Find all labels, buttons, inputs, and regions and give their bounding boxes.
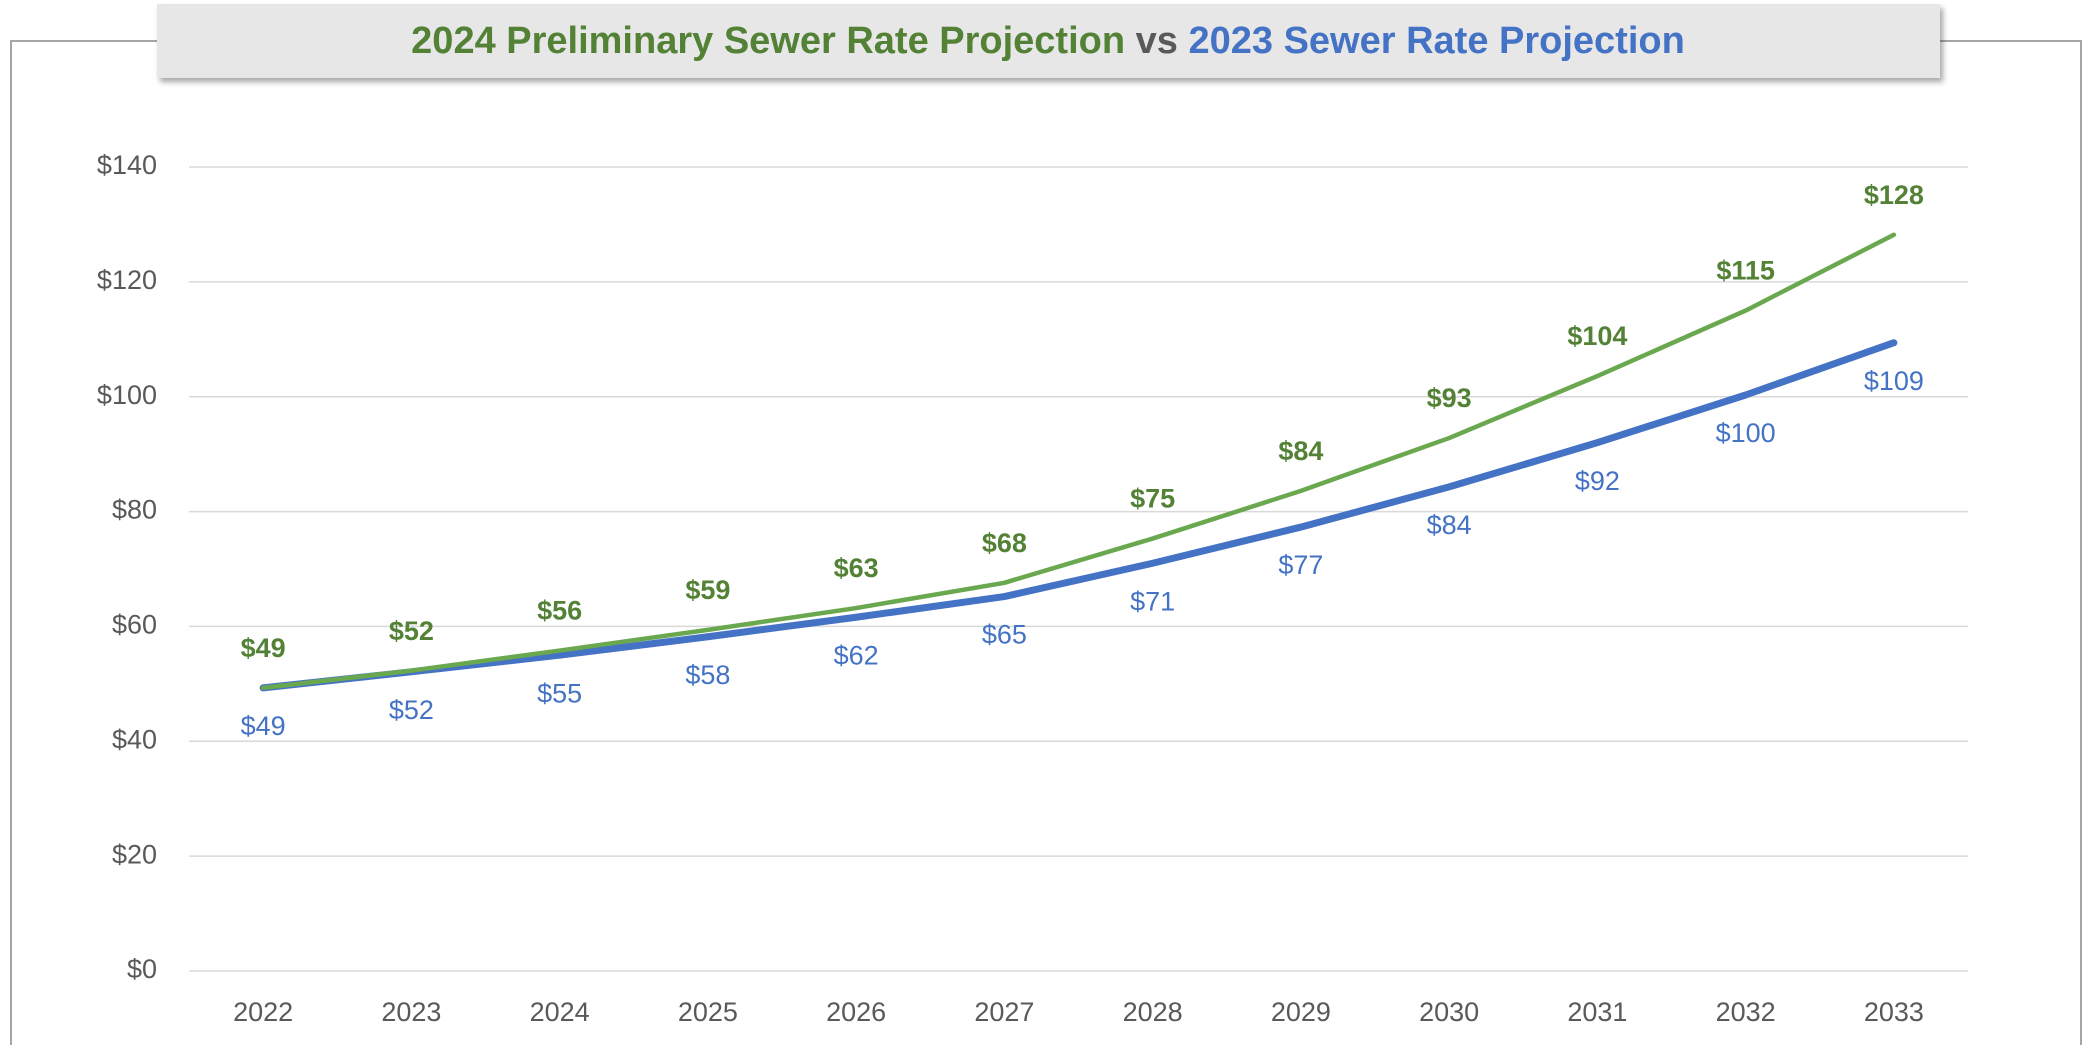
data-label: $49 [241, 711, 286, 741]
data-label: $93 [1427, 383, 1472, 413]
x-tick-label: 2028 [1123, 997, 1183, 1027]
y-tick-label: $20 [112, 839, 157, 869]
data-label: $59 [685, 575, 730, 605]
data-label: $77 [1278, 550, 1323, 580]
data-label: $56 [537, 596, 582, 626]
x-tick-label: 2029 [1271, 997, 1331, 1027]
data-label: $92 [1575, 466, 1620, 496]
title-part: vs [1136, 20, 1178, 62]
data-label: $84 [1278, 436, 1323, 466]
data-label: $75 [1130, 484, 1175, 514]
title-part: 2024 Preliminary Sewer Rate Projection [411, 20, 1125, 62]
title-part: 2023 Sewer Rate Projection [1188, 20, 1684, 62]
x-tick-label: 2024 [530, 997, 590, 1027]
series-line [260, 232, 1897, 691]
chart-title: 2024 Preliminary Sewer Rate Projection v… [411, 20, 1685, 62]
y-tick-label: $60 [112, 610, 157, 640]
y-tick-label: $0 [127, 954, 157, 984]
data-label: $62 [834, 640, 879, 670]
x-tick-label: 2033 [1864, 997, 1924, 1027]
data-label: $52 [389, 695, 434, 725]
data-label: $109 [1864, 366, 1924, 396]
x-tick-label: 2022 [233, 997, 293, 1027]
y-tick-label: $120 [97, 265, 157, 295]
data-label: $55 [537, 678, 582, 708]
series-line [259, 339, 1898, 692]
x-tick-label: 2025 [678, 997, 738, 1027]
x-tick-label: 2026 [826, 997, 886, 1027]
data-label: $104 [1567, 321, 1627, 351]
y-tick-label: $40 [112, 724, 157, 754]
data-label: $71 [1130, 586, 1175, 616]
x-tick-label: 2027 [974, 997, 1034, 1027]
y-tick-label: $100 [97, 380, 157, 410]
data-label: $65 [982, 620, 1027, 650]
data-label: $63 [834, 553, 879, 583]
chart-frame [10, 40, 2082, 1045]
y-tick-label: $140 [97, 150, 157, 180]
data-label: $84 [1427, 510, 1472, 540]
x-tick-label: 2032 [1716, 997, 1776, 1027]
x-tick-label: 2031 [1567, 997, 1627, 1027]
data-label: $128 [1864, 180, 1924, 210]
x-tick-label: 2030 [1419, 997, 1479, 1027]
y-tick-label: $80 [112, 495, 157, 525]
data-label: $52 [389, 616, 434, 646]
data-label: $58 [685, 660, 730, 690]
data-label: $100 [1716, 418, 1776, 448]
title-box [157, 4, 1940, 78]
data-label: $115 [1716, 256, 1775, 286]
data-label: $49 [241, 633, 286, 663]
data-label: $68 [982, 528, 1027, 558]
x-tick-label: 2023 [381, 997, 441, 1027]
